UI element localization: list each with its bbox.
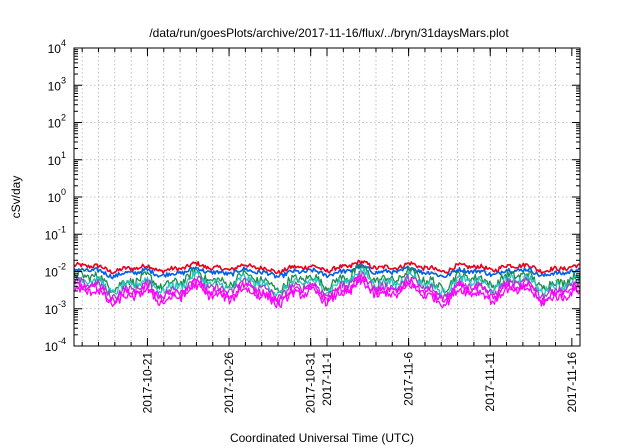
y-axis-label: cSv/day [9,176,23,219]
x-tick-label: 2017-11-16 [565,352,579,413]
y-tick-label: 10-2 [45,262,66,280]
x-tick-label: 2017-11-1 [320,352,334,406]
y-tick-label: 102 [48,113,66,131]
series-red [73,259,581,275]
series-group [73,259,581,309]
y-tick-label: 10-3 [45,299,66,317]
y-tick-label: 10-4 [45,336,66,354]
x-tick-label: 2017-10-26 [222,352,236,414]
y-tick-label: 103 [48,75,66,93]
series-magenta-2 [74,277,581,309]
y-tick-label: 104 [48,38,66,56]
chart-title: /data/run/goesPlots/archive/2017-11-16/f… [149,26,509,40]
y-tick-label: 100 [48,187,66,205]
grid [74,48,580,346]
y-tick-label: 10-1 [45,224,66,242]
y-tick-label: 101 [48,150,66,168]
ticks: 10-4 10-3 10-2 10-1 100 101 102 103 104 2017-10-2… [45,38,580,413]
series-blue [73,263,581,280]
x-tick-label: 2017-10-21 [140,352,154,414]
x-tick-label: 2017-11-6 [402,352,416,406]
x-tick-label: 2017-11-11 [483,352,497,412]
series-purple [73,270,581,302]
x-axis-label: Coordinated Universal Time (UTC) [230,431,414,445]
x-tick-label: 2017-10-31 [304,352,318,414]
